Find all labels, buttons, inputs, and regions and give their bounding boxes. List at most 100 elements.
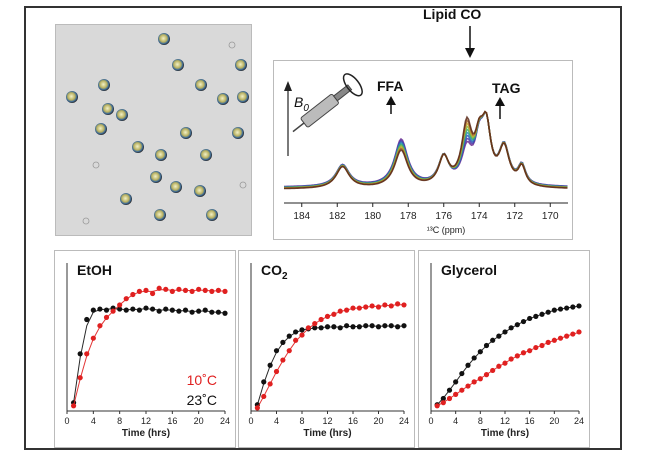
data-point xyxy=(551,337,557,343)
data-point xyxy=(564,333,570,339)
x-tick-label: 4 xyxy=(453,416,458,426)
cell xyxy=(98,79,110,91)
data-point xyxy=(502,360,508,366)
data-point xyxy=(149,290,156,297)
chart-title: CO2 xyxy=(261,262,288,282)
nmr-tick-label: 170 xyxy=(542,211,559,222)
glycerol-chart: 0 4 8 12 16 20 24 Time (hrs) Glycerol xyxy=(428,262,584,439)
data-point xyxy=(382,302,388,308)
data-point xyxy=(280,357,286,363)
data-point xyxy=(90,335,96,341)
nmr-trace xyxy=(284,110,568,188)
fit-curve xyxy=(256,304,404,409)
data-point xyxy=(446,387,453,393)
ffa-label: FFA xyxy=(377,78,404,94)
lipid-co-arrow xyxy=(465,26,475,58)
nmr-tick-label: 184 xyxy=(293,211,310,222)
nmr-tick-label: 172 xyxy=(506,211,523,222)
legend-entry: 23˚C xyxy=(187,392,217,408)
cell xyxy=(217,93,229,105)
data-point xyxy=(520,318,527,325)
data-point xyxy=(318,316,324,323)
cell xyxy=(194,185,206,197)
data-point xyxy=(331,311,337,317)
cell-particles xyxy=(66,33,249,225)
data-point xyxy=(446,395,453,402)
data-point xyxy=(324,324,331,330)
data-point xyxy=(363,323,369,329)
cell xyxy=(150,171,162,183)
data-point xyxy=(156,308,162,314)
nmr-trace xyxy=(284,111,568,188)
chart-title-subscript: 2 xyxy=(282,271,288,282)
x-tick-label: 12 xyxy=(141,416,151,426)
data-point xyxy=(388,303,394,309)
data-point xyxy=(382,323,388,329)
fit-curve xyxy=(256,325,405,405)
cell xyxy=(66,91,78,103)
co2-panel: 0 4 8 12 16 20 24 Time (hrs) CO2 xyxy=(238,250,415,448)
cell xyxy=(237,91,249,103)
data-point xyxy=(369,323,375,329)
data-point xyxy=(539,311,545,317)
x-tick-label: 12 xyxy=(322,416,332,426)
data-point xyxy=(477,349,483,355)
data-point xyxy=(514,322,520,328)
nmr-tick-label: 174 xyxy=(471,211,488,222)
data-point xyxy=(401,302,407,308)
data-point xyxy=(196,308,202,314)
data-point xyxy=(123,296,129,302)
data-point xyxy=(496,363,502,369)
data-point xyxy=(557,306,564,312)
cell xyxy=(154,209,166,221)
data-point xyxy=(350,305,356,311)
cell xyxy=(172,59,184,71)
data-point xyxy=(570,304,576,310)
data-point xyxy=(143,287,149,293)
data-point xyxy=(293,329,299,335)
data-point xyxy=(337,308,343,314)
data-point xyxy=(189,309,195,315)
data-point xyxy=(471,355,477,361)
data-point xyxy=(551,307,557,313)
chart-title: Glycerol xyxy=(441,262,497,278)
data-point xyxy=(434,403,440,409)
data-point xyxy=(182,307,189,313)
nmr-trace xyxy=(284,110,568,188)
data-point xyxy=(123,307,129,313)
data-point xyxy=(344,323,350,329)
x-tick-label: 16 xyxy=(167,416,177,426)
data-point xyxy=(395,301,401,307)
data-point xyxy=(273,348,280,354)
data-point xyxy=(527,315,533,322)
cell xyxy=(158,33,170,45)
data-point xyxy=(261,379,267,385)
data-point xyxy=(130,306,136,312)
ffa-arrow xyxy=(386,96,396,114)
cell xyxy=(132,141,144,153)
x-tick-label: 20 xyxy=(373,416,383,426)
data-point xyxy=(267,381,273,387)
cell xyxy=(180,127,192,139)
data-point xyxy=(344,307,350,313)
data-point xyxy=(533,313,539,319)
data-point xyxy=(564,305,570,311)
data-point xyxy=(215,309,222,315)
data-point xyxy=(280,339,286,345)
nmr-trace xyxy=(284,110,568,189)
data-point xyxy=(84,351,90,357)
data-point xyxy=(545,309,551,315)
data-point xyxy=(130,291,136,298)
data-point xyxy=(90,307,96,313)
x-tick-label: 24 xyxy=(574,416,584,426)
data-point xyxy=(508,325,514,331)
data-point xyxy=(440,395,446,402)
data-point xyxy=(395,324,401,330)
data-point xyxy=(136,307,143,313)
data-point xyxy=(299,327,305,333)
data-point xyxy=(176,286,182,292)
nmr-trace xyxy=(284,110,568,189)
data-point xyxy=(103,314,110,320)
syringe-icon xyxy=(292,73,363,133)
data-point xyxy=(222,288,228,294)
